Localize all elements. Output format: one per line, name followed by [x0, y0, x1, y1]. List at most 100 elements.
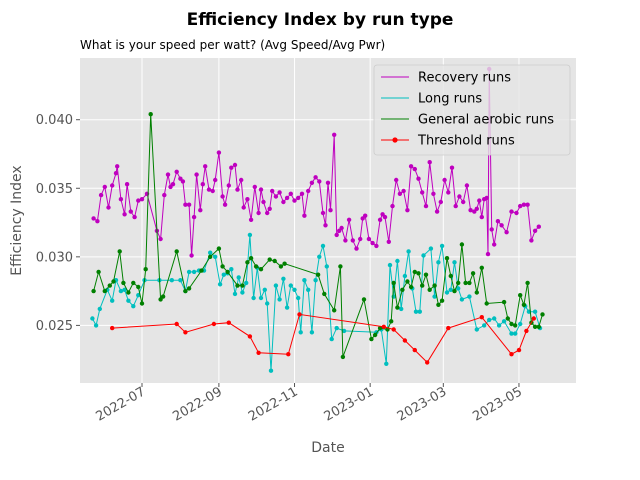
data-point	[472, 209, 477, 214]
data-point	[258, 267, 264, 272]
data-point	[457, 194, 462, 199]
data-point	[169, 278, 174, 283]
data-point	[518, 293, 523, 298]
data-point	[258, 187, 264, 192]
data-point	[408, 164, 414, 169]
data-point	[514, 210, 519, 216]
data-point	[226, 320, 231, 325]
data-point	[401, 188, 406, 194]
data-point	[200, 182, 205, 187]
data-point	[258, 295, 264, 301]
data-point	[183, 330, 188, 335]
data-point	[369, 336, 374, 342]
data-point	[115, 164, 120, 169]
data-point	[439, 298, 445, 303]
data-point	[436, 260, 441, 265]
data-point	[189, 253, 194, 258]
data-point	[363, 213, 368, 218]
data-point	[346, 217, 352, 222]
series-line	[112, 313, 535, 364]
data-point	[267, 206, 272, 211]
data-point	[315, 272, 321, 277]
data-point	[405, 279, 410, 284]
data-point	[400, 287, 405, 292]
data-point	[292, 198, 297, 203]
data-point	[208, 254, 213, 259]
data-point	[334, 325, 339, 331]
data-point	[245, 260, 250, 265]
data-point	[158, 297, 163, 302]
data-point	[484, 195, 489, 201]
data-point	[428, 246, 434, 251]
data-point	[90, 316, 95, 321]
data-point	[412, 347, 417, 353]
data-point	[532, 228, 538, 233]
data-point	[211, 321, 217, 327]
data-point	[174, 321, 179, 327]
data-point	[474, 290, 479, 295]
data-point	[536, 324, 541, 329]
data-point	[509, 321, 514, 327]
data-point	[96, 269, 101, 275]
data-point	[518, 321, 523, 327]
data-point	[413, 309, 419, 314]
data-point	[390, 203, 395, 209]
data-point	[97, 306, 103, 312]
data-point	[131, 304, 136, 309]
data-point	[340, 354, 346, 360]
data-point	[208, 250, 213, 255]
data-point	[439, 243, 445, 249]
data-point	[186, 269, 192, 275]
data-point	[323, 223, 328, 228]
series-general-aerobic-runs	[91, 112, 545, 360]
data-point	[452, 288, 457, 294]
data-point	[417, 309, 422, 314]
data-point	[317, 254, 322, 259]
data-point	[91, 288, 96, 294]
data-point	[370, 240, 375, 246]
data-point	[317, 179, 322, 184]
data-point	[489, 227, 494, 232]
data-point	[248, 256, 254, 261]
x-tick-label: 2023-03	[395, 384, 450, 424]
data-point	[446, 190, 451, 195]
data-point	[479, 214, 484, 220]
data-point	[122, 212, 127, 217]
data-point	[273, 194, 279, 199]
data-point	[438, 199, 443, 205]
data-point	[394, 177, 399, 183]
data-point	[132, 214, 137, 220]
data-point	[516, 347, 522, 353]
data-point	[213, 254, 218, 259]
data-point	[452, 260, 457, 265]
data-point	[262, 287, 267, 292]
data-point	[299, 191, 305, 196]
data-point	[448, 287, 453, 292]
data-point	[501, 319, 507, 324]
x-tick-label: 2023-05	[470, 384, 525, 424]
data-point	[456, 280, 461, 286]
data-point	[222, 202, 228, 207]
data-point	[241, 205, 246, 210]
data-point	[199, 268, 204, 273]
data-point	[292, 287, 297, 292]
data-point	[309, 180, 315, 185]
data-point	[446, 325, 451, 331]
data-point	[244, 280, 249, 286]
data-point	[329, 336, 334, 342]
data-point	[320, 243, 326, 249]
data-point	[492, 242, 497, 247]
data-point	[102, 288, 108, 294]
data-point	[313, 278, 318, 283]
x-tick-label: 2022-09	[170, 384, 225, 424]
data-point	[272, 258, 277, 264]
data-point	[372, 332, 378, 338]
data-point	[391, 280, 396, 286]
data-point	[421, 253, 426, 258]
data-point	[449, 165, 455, 170]
data-point	[509, 209, 514, 214]
data-point	[174, 169, 179, 174]
data-point	[521, 202, 527, 207]
data-point	[277, 190, 282, 195]
data-point	[423, 203, 429, 209]
